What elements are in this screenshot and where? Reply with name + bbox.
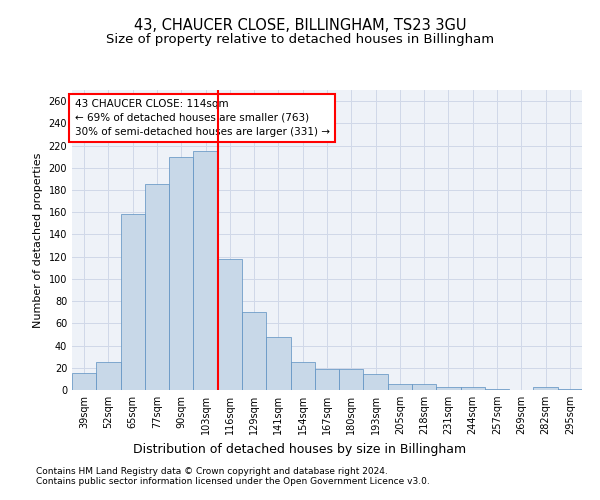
Text: Contains HM Land Registry data © Crown copyright and database right 2024.: Contains HM Land Registry data © Crown c… bbox=[36, 467, 388, 476]
Bar bbox=[242, 312, 266, 390]
Bar bbox=[218, 259, 242, 390]
Bar bbox=[121, 214, 145, 390]
Bar bbox=[169, 156, 193, 390]
Bar bbox=[364, 374, 388, 390]
Bar bbox=[485, 389, 509, 390]
Bar bbox=[266, 336, 290, 390]
Text: Contains public sector information licensed under the Open Government Licence v3: Contains public sector information licen… bbox=[36, 477, 430, 486]
Bar bbox=[461, 386, 485, 390]
Bar bbox=[145, 184, 169, 390]
Bar bbox=[388, 384, 412, 390]
Bar bbox=[96, 362, 121, 390]
Bar bbox=[72, 374, 96, 390]
Text: 43 CHAUCER CLOSE: 114sqm
← 69% of detached houses are smaller (763)
30% of semi-: 43 CHAUCER CLOSE: 114sqm ← 69% of detach… bbox=[74, 99, 329, 137]
Bar bbox=[436, 386, 461, 390]
Bar bbox=[339, 369, 364, 390]
Y-axis label: Number of detached properties: Number of detached properties bbox=[33, 152, 43, 328]
Bar bbox=[533, 386, 558, 390]
Bar bbox=[193, 151, 218, 390]
Text: 43, CHAUCER CLOSE, BILLINGHAM, TS23 3GU: 43, CHAUCER CLOSE, BILLINGHAM, TS23 3GU bbox=[134, 18, 466, 32]
Text: Size of property relative to detached houses in Billingham: Size of property relative to detached ho… bbox=[106, 32, 494, 46]
Bar bbox=[412, 384, 436, 390]
Text: Distribution of detached houses by size in Billingham: Distribution of detached houses by size … bbox=[133, 442, 467, 456]
Bar bbox=[290, 362, 315, 390]
Bar bbox=[315, 369, 339, 390]
Bar bbox=[558, 389, 582, 390]
